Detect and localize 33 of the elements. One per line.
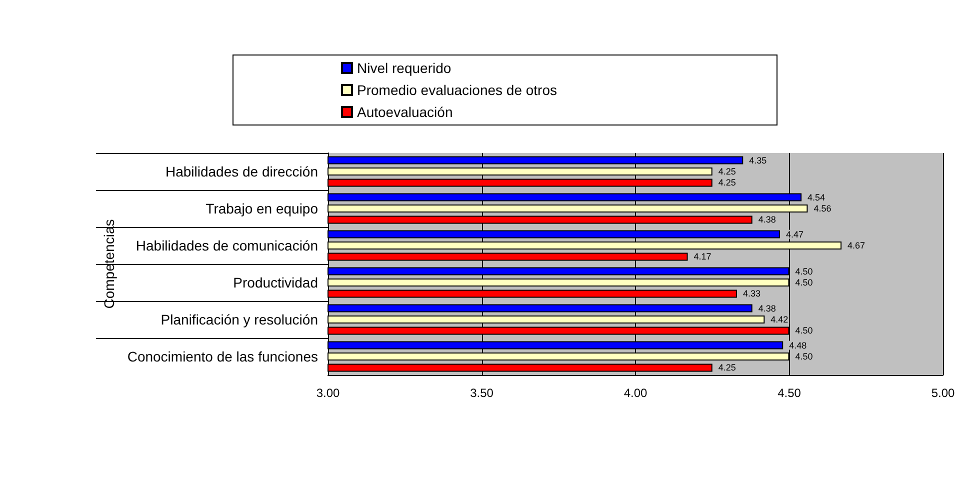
data-label: 4.50 <box>795 352 813 362</box>
legend-label: Autoevaluación <box>357 104 453 120</box>
data-label: 4.25 <box>718 362 736 373</box>
data-label: 4.50 <box>795 278 813 288</box>
data-label: 4.38 <box>758 303 776 314</box>
data-label: 4.50 <box>795 326 813 336</box>
y-tick-label: Habilidades de dirección <box>165 164 318 180</box>
data-label: 4.50 <box>795 266 813 276</box>
data-label: 4.56 <box>814 204 832 214</box>
y-tick-label: Trabajo en equipo <box>206 200 318 216</box>
data-label: 4.33 <box>742 288 761 299</box>
x-tick-label: 3.00 <box>316 386 340 400</box>
data-label: 4.25 <box>718 178 736 188</box>
x-tick-label: 3.50 <box>470 386 494 400</box>
y-axis-title: Competencias <box>101 219 117 309</box>
legend-label: Promedio evaluaciones de otros <box>357 82 558 98</box>
x-tick-label: 5.00 <box>931 386 955 400</box>
data-label: 4.35 <box>749 155 767 166</box>
x-tick-label: 4.50 <box>778 386 802 400</box>
y-tick-label: Planificación y resolución <box>160 312 318 328</box>
y-tick-label: Productividad <box>233 274 318 290</box>
data-label: 4.38 <box>758 214 776 225</box>
data-label: 4.25 <box>718 166 736 176</box>
data-label: 4.67 <box>848 240 866 250</box>
y-tick-label: Conocimiento de las funciones <box>127 348 318 364</box>
y-tick-label: Habilidades de comunicación <box>136 238 318 254</box>
data-label: 4.54 <box>808 192 826 202</box>
data-label: 4.47 <box>786 229 804 240</box>
x-tick-label: 4.00 <box>624 386 648 400</box>
data-label: 4.48 <box>789 340 807 350</box>
data-label: 4.17 <box>694 252 712 262</box>
legend-label: Nivel requerido <box>357 60 452 76</box>
data-label: 4.42 <box>770 314 788 324</box>
